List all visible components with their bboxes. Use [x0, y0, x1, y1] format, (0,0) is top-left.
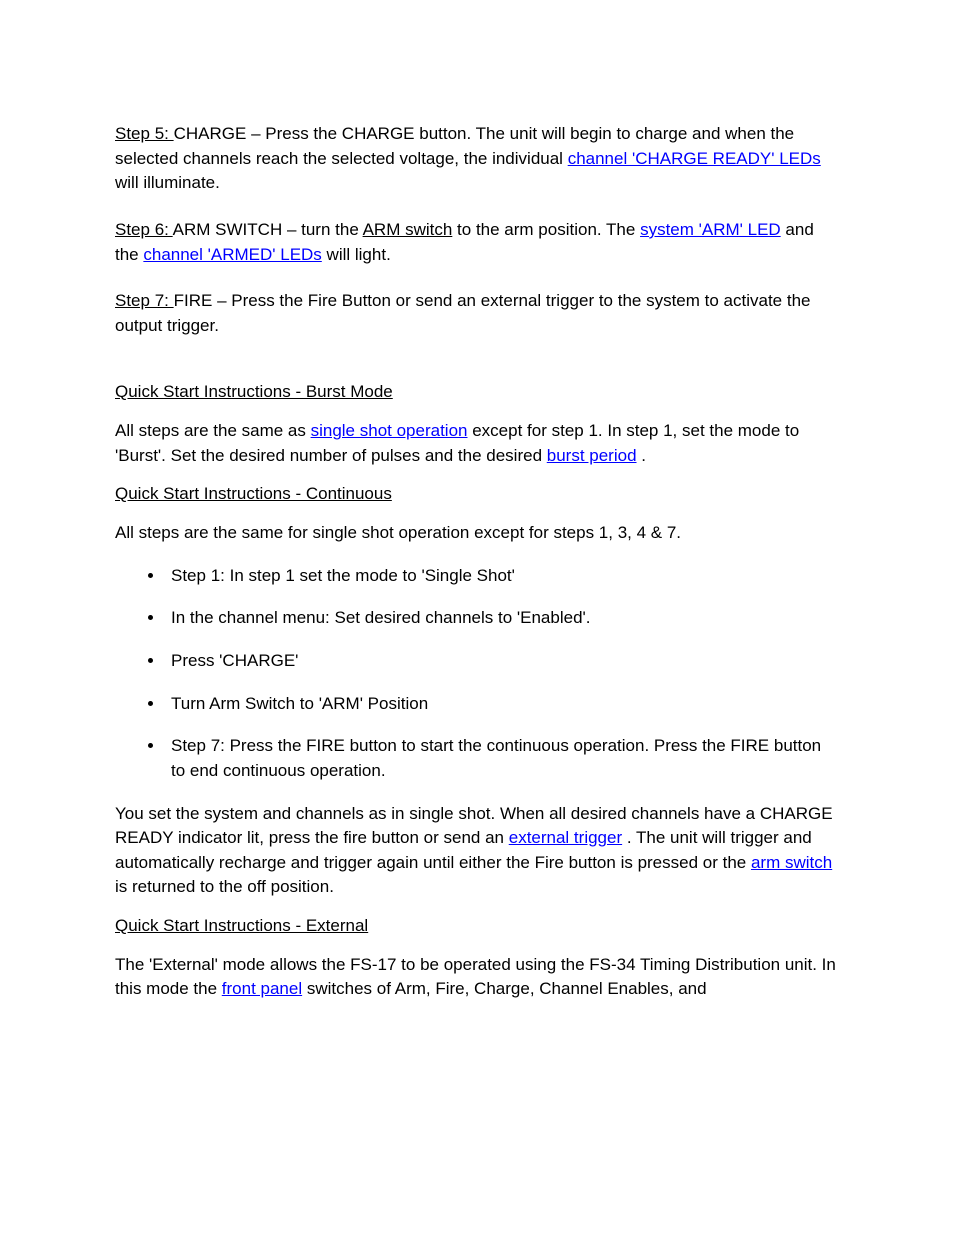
continuous-post: You set the system and channels as in si… [115, 802, 839, 901]
step-6-link-channel-armed[interactable]: channel 'ARMED' LEDs [143, 245, 321, 264]
external-p1: The 'External' mode allows the FS-17 to … [115, 953, 839, 1002]
step-5-label: Step 5: [115, 124, 174, 143]
heading-burst-text: Quick Start Instructions - Burst Mode [115, 382, 393, 401]
heading-external: Quick Start Instructions - External [115, 914, 839, 939]
step-7-label: Step 7: [115, 291, 174, 310]
burst-p1-c: . [641, 446, 646, 465]
step-7-text: – Press the Fire Button or send an exter… [115, 291, 811, 335]
step-5: Step 5: CHARGE – Press the CHARGE button… [115, 122, 839, 196]
step-5-action: CHARGE [174, 124, 247, 143]
heading-continuous-text: Quick Start Instructions - Continuous [115, 484, 392, 503]
heading-burst: Quick Start Instructions - Burst Mode [115, 380, 839, 405]
bullet-step7: Step 7: Press the FIRE button to start t… [165, 734, 839, 783]
heading-external-text: Quick Start Instructions - External [115, 916, 368, 935]
bullet-channel-menu: In the channel menu: Set desired channel… [165, 606, 839, 631]
continuous-intro: All steps are the same for single shot o… [115, 521, 839, 546]
step-6-text-a: – turn the [287, 220, 363, 239]
bullet-step1-mid: to 'Single Shot' [403, 566, 515, 585]
document-page: Step 5: CHARGE – Press the CHARGE button… [0, 0, 954, 1235]
heading-continuous: Quick Start Instructions - Continuous [115, 482, 839, 507]
step-6-text-b: to the arm position. The [457, 220, 640, 239]
step-6-link-system-arm[interactable]: system 'ARM' LED [640, 220, 781, 239]
continuous-bullet-list: Step 1: In step 1 set the mode to 'Singl… [115, 564, 839, 784]
burst-p1-a: All steps are the same as [115, 421, 311, 440]
burst-p1: All steps are the same as single shot op… [115, 419, 839, 468]
step-6-label: Step 6: [115, 220, 173, 239]
step-5-tail: will illuminate. [115, 173, 220, 192]
step-6: Step 6: ARM SWITCH – turn the ARM switch… [115, 218, 839, 267]
bullet-step1: Step 1: In step 1 set the mode to 'Singl… [165, 564, 839, 589]
burst-link-burst-period[interactable]: burst period [547, 446, 637, 465]
bullet-press-charge: Press 'CHARGE' [165, 649, 839, 674]
step-6-action2: ARM switch [363, 220, 453, 239]
bullet-arm-switch: Turn Arm Switch to 'ARM' Position [165, 692, 839, 717]
continuous-link-external-trigger[interactable]: external trigger [509, 828, 622, 847]
bullet-step1-a: Step 1: In step 1 set the mode [171, 566, 403, 585]
continuous-post-c: is returned to the off position. [115, 877, 334, 896]
continuous-link-arm-switch[interactable]: arm switch [751, 853, 832, 872]
burst-link-single-shot[interactable]: single shot operation [311, 421, 468, 440]
step-6-action: ARM SWITCH [173, 220, 283, 239]
step-6-tail: will light. [327, 245, 391, 264]
external-link-front-panel[interactable]: front panel [222, 979, 302, 998]
step-5-link-charge-ready[interactable]: channel 'CHARGE READY' LEDs [568, 149, 821, 168]
step-7-action: FIRE [174, 291, 213, 310]
external-p1-b: switches of Arm, Fire, Charge, Channel E… [307, 979, 707, 998]
step-7: Step 7: FIRE – Press the Fire Button or … [115, 289, 839, 338]
